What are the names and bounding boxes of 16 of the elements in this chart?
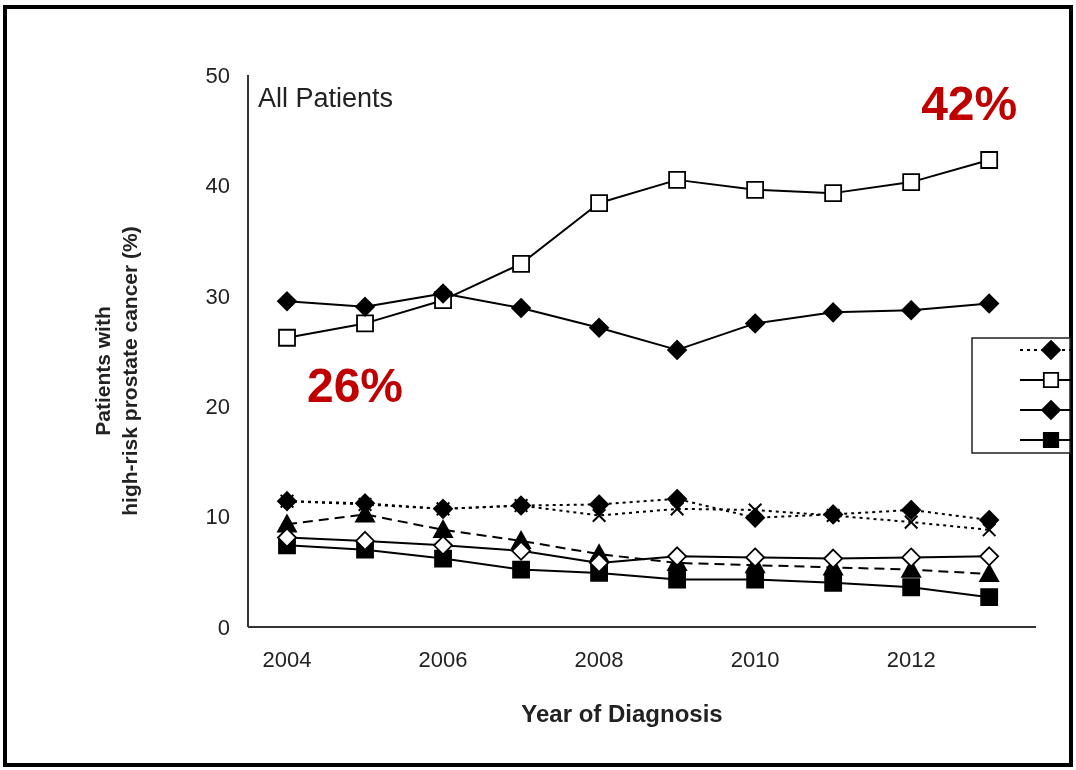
annotation: 26% [306, 358, 404, 412]
y-tick-label: 0 [217, 614, 230, 640]
y-tick-label: 10 [205, 504, 230, 530]
x-tick-label: 2004 [262, 647, 312, 672]
x-tick-label: 2010 [730, 647, 780, 672]
x-axis-title: Year of Diagnosis [521, 700, 723, 727]
y-axis-title: Patients with high-risk prostate cancer (%) [91, 226, 141, 516]
y-tick-label: 50 [205, 62, 230, 88]
annotation: 42% [921, 77, 1018, 131]
y-tick-label: 40 [205, 173, 230, 199]
x-tick-label: 2006 [418, 647, 468, 672]
x-tick-label: 2008 [574, 647, 624, 672]
x-tick-label: 2012 [886, 647, 936, 672]
chart-title: All Patients [258, 83, 394, 113]
y-tick-label: 30 [205, 283, 230, 309]
y-tick-label: 20 [205, 393, 230, 419]
